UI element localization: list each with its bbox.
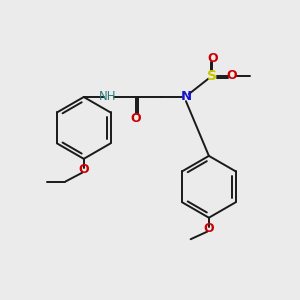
Text: S: S xyxy=(207,69,218,83)
Text: NH: NH xyxy=(99,91,117,103)
Text: N: N xyxy=(180,91,191,103)
Text: O: O xyxy=(78,163,89,176)
Text: O: O xyxy=(130,112,141,125)
Text: O: O xyxy=(207,52,218,65)
Text: O: O xyxy=(226,69,237,82)
Text: O: O xyxy=(204,221,214,235)
